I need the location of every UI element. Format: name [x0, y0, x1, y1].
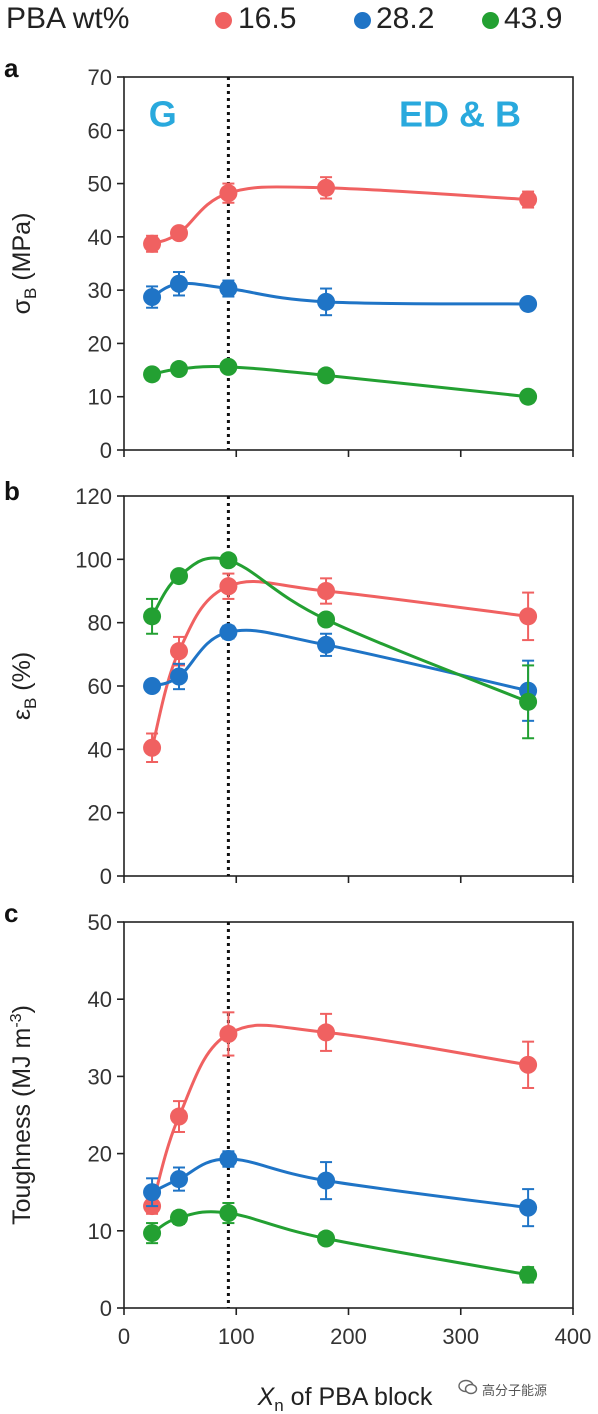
panel-a-region-label: G — [149, 93, 177, 134]
panel-a-ytick-label: 60 — [88, 118, 112, 143]
panel-b-ytick-label: 80 — [88, 611, 112, 636]
legend-title: PBA wt% — [6, 2, 130, 35]
panel-a-region-label: ED & B — [399, 93, 521, 134]
panel-c-y-axis-label: Toughness (MJ m-3) — [8, 1005, 36, 1225]
panel-c-data-point — [170, 1208, 189, 1227]
panel-c-data-point — [170, 1170, 189, 1189]
panel-a-ytick-label: 20 — [88, 331, 112, 356]
panel-b-data-point — [143, 738, 162, 757]
panel-c-xtick-label: 200 — [330, 1324, 367, 1349]
panel-c-data-point — [519, 1265, 538, 1284]
panel-a-series-line — [151, 281, 529, 306]
panel-b-y-axis-label: εB (%) — [8, 652, 40, 720]
panel-b-ytick-label: 20 — [88, 801, 112, 826]
legend: PBA wt% 16.5 28.2 43.9 — [0, 0, 598, 40]
panel-a-letter: a — [4, 53, 19, 83]
panel-a-data-point — [317, 292, 336, 311]
panel-a-data-point — [317, 178, 336, 197]
panel-b-letter: b — [4, 476, 20, 506]
panel-b-ytick-label: 40 — [88, 737, 112, 762]
panel-c-data-point — [519, 1198, 538, 1217]
panel-b-data-point — [170, 642, 189, 661]
legend-label-28-2: 28.2 — [376, 2, 435, 35]
panel-b-data-point — [219, 623, 238, 642]
panel-c-data-point — [317, 1171, 336, 1190]
legend-marker-16-5 — [215, 12, 232, 29]
panel-a-data-point — [143, 288, 162, 307]
panel-c-data-point — [219, 1204, 238, 1223]
panel-c-xtick-label: 300 — [442, 1324, 479, 1349]
panel-b-series-line — [150, 580, 529, 749]
panel-c-ytick-label: 10 — [88, 1219, 112, 1244]
panel-a-data-point — [143, 365, 162, 384]
panel-a-ytick-label: 70 — [88, 65, 112, 90]
panel-b-data-point — [170, 567, 189, 586]
panel-a-series-line — [151, 185, 529, 246]
panel-b-series-line — [151, 628, 529, 693]
legend-marker-43-9 — [482, 12, 499, 29]
panel-a-data-point — [519, 387, 538, 406]
panel-a-y-axis-label: σB (MPa) — [8, 213, 40, 315]
panel-a-data-point — [143, 234, 162, 253]
panel-c-xtick-label: 400 — [555, 1324, 592, 1349]
legend-label-16-5: 16.5 — [238, 2, 297, 35]
panel-c-series-line — [151, 1157, 529, 1210]
panel-a-ytick-label: 50 — [88, 172, 112, 197]
panel-c-data-point — [519, 1055, 538, 1074]
watermark: 高分子能源 — [482, 1383, 548, 1398]
panel-b-data-point — [170, 667, 189, 686]
panel-b-data-point — [519, 692, 538, 711]
panel-c-ytick-label: 0 — [100, 1296, 112, 1321]
panel-c-letter: c — [4, 898, 18, 928]
panel-a-data-point — [219, 357, 238, 376]
panel-c-data-point — [143, 1224, 162, 1243]
panel-c-data-point — [219, 1024, 238, 1043]
panel-c-ytick-label: 30 — [88, 1064, 112, 1089]
panel-a-ytick-label: 40 — [88, 225, 112, 250]
panel-c-data-point — [143, 1183, 162, 1202]
panel-b-ytick-label: 120 — [75, 484, 112, 509]
wechat-icon — [458, 1379, 478, 1395]
panel-c-series-line — [150, 1023, 529, 1207]
panel-b-data-point — [143, 677, 162, 695]
panel-c-xtick-label: 0 — [118, 1324, 130, 1349]
panel-a-data-point — [170, 360, 189, 379]
x-axis-label: Xn of PBA block — [257, 1383, 433, 1414]
panel-a-data-point — [519, 190, 538, 209]
panel-a-data-point — [170, 274, 189, 293]
panel-a-data-point — [519, 294, 538, 313]
panel-b-ytick-label: 100 — [75, 547, 112, 572]
panel-c-series-line — [151, 1210, 529, 1277]
panel-a-data-point — [219, 184, 238, 203]
panel-c-data-point — [317, 1229, 336, 1248]
panel-b-data-point — [519, 607, 538, 626]
panel-b-data-point — [219, 551, 238, 570]
panel-b-data-point — [317, 610, 336, 629]
panel-a-data-point — [219, 279, 238, 298]
panel-a-data-point — [317, 366, 336, 385]
panel-c-frame — [123, 921, 574, 1309]
panel-c-ytick-label: 40 — [88, 987, 112, 1012]
panel-a-ytick-label: 30 — [88, 278, 112, 303]
panel-b-data-point — [143, 607, 162, 626]
panel-a-data-point — [170, 224, 189, 243]
legend-label-43-9: 43.9 — [504, 2, 563, 35]
panel-b-data-point — [317, 582, 336, 600]
panel-c-data-point — [170, 1107, 189, 1126]
panel-b-ytick-label: 0 — [100, 864, 112, 889]
panel-c-ytick-label: 20 — [88, 1142, 112, 1167]
panel-b-data-point — [317, 635, 336, 654]
legend-marker-28-2 — [354, 12, 371, 29]
panel-a-series-line — [151, 365, 529, 399]
panel-a-ytick-label: 0 — [100, 438, 112, 463]
panel-c-xtick-label: 100 — [218, 1324, 255, 1349]
panel-a-ytick-label: 10 — [88, 385, 112, 410]
panel-b-series-line — [150, 556, 529, 704]
panel-b-ytick-label: 60 — [88, 674, 112, 699]
panel-c-data-point — [317, 1023, 336, 1042]
panel-c-data-point — [219, 1150, 238, 1169]
panel-b-data-point — [219, 577, 238, 596]
panel-c-ytick-label: 50 — [88, 910, 112, 935]
